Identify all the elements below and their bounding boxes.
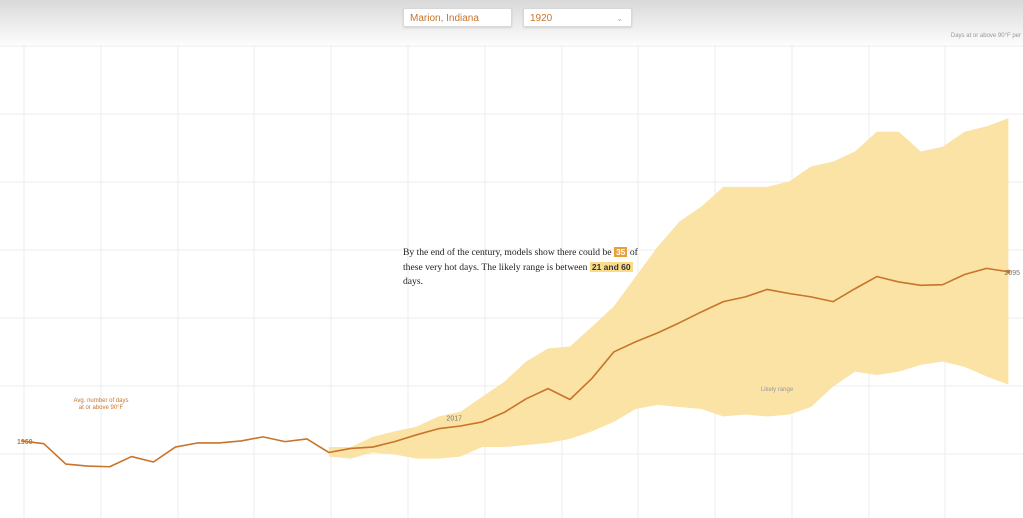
y-label: at or above 90°F: [79, 405, 124, 411]
location-text: Marion, Indiana: [410, 13, 479, 24]
caret-icon: ⌄: [616, 14, 623, 23]
annotation-text: By the end of the century, models show t…: [403, 247, 612, 258]
data-line: [21, 267, 1009, 468]
unit-note: Days at or above 90°F per: [950, 33, 1021, 39]
y-label: Avg. number of days: [74, 398, 129, 404]
annotation-text: days.: [403, 276, 423, 287]
location-select[interactable]: Marion, Indiana: [403, 8, 512, 27]
year-text: 1920: [530, 13, 553, 24]
annotation-highlight: 21 and 60: [589, 262, 633, 272]
annotation-highlight: 35: [613, 247, 628, 257]
year-label: 2095: [1004, 270, 1020, 277]
band-label: Likely range: [761, 387, 794, 393]
likely-range-band: [328, 118, 1009, 459]
year-select[interactable]: 1920 ⌄: [523, 8, 632, 27]
annotation-text: of these very hot days. The likely range…: [403, 247, 638, 273]
end-dot: [1006, 269, 1011, 274]
annotation: By the end of the century, models show t…: [403, 245, 643, 289]
year-label: 2017: [446, 416, 462, 423]
year-label: 1960: [17, 439, 33, 446]
